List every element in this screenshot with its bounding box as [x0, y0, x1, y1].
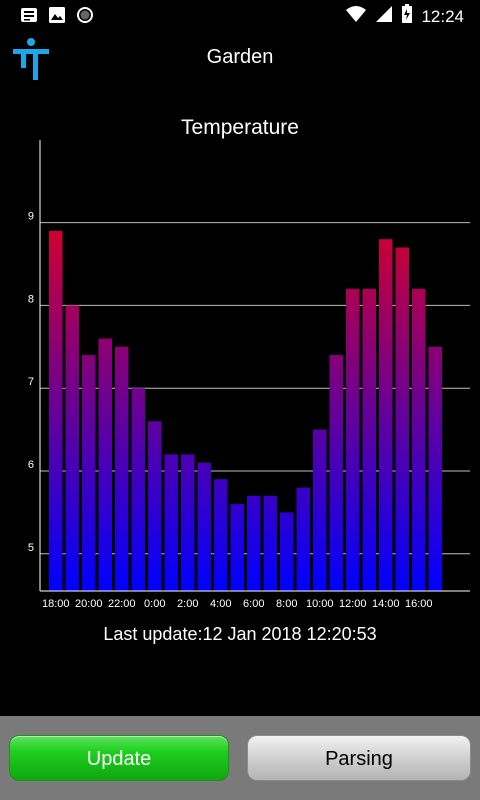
bar-23:00	[131, 388, 145, 591]
bar-9:00	[296, 487, 310, 591]
bar-15:00	[395, 247, 409, 591]
x-tick-label: 18:00	[42, 598, 70, 610]
bar-19:00	[65, 305, 79, 591]
bar-12:00	[346, 288, 360, 591]
bar-16:00	[412, 288, 426, 591]
bar-8:00	[280, 512, 294, 591]
x-tick-label: 4:00	[210, 598, 231, 610]
chart-title: Temperature	[181, 116, 299, 139]
notification-icon	[20, 6, 38, 29]
bar-20:00	[82, 355, 96, 591]
x-tick-label: 2:00	[177, 598, 198, 610]
last-update-label: Last update:	[103, 624, 203, 644]
bar-21:00	[98, 338, 112, 591]
x-tick-label: 12:00	[339, 598, 367, 610]
update-button[interactable]: Update	[9, 735, 229, 781]
signal-icon	[375, 5, 393, 28]
bar-4:00	[214, 479, 228, 591]
bar-22:00	[115, 346, 129, 591]
bar-6:00	[247, 495, 261, 591]
bar-5:00	[230, 504, 244, 591]
tools-logo-icon	[13, 36, 49, 80]
bar-18:00	[49, 230, 63, 591]
x-tick-label: 6:00	[243, 598, 264, 610]
bar-13:00	[362, 288, 376, 591]
x-tick-label: 14:00	[372, 598, 400, 610]
sync-icon	[76, 6, 94, 29]
bottom-panel: Update Parsing	[0, 716, 480, 800]
y-tick-label: 8	[28, 293, 34, 305]
x-tick-label: 8:00	[276, 598, 297, 610]
y-tick-label: 6	[28, 459, 34, 471]
bar-0:00	[148, 421, 162, 591]
status-bar: 12:24	[0, 0, 480, 30]
x-tick-label: 22:00	[108, 598, 136, 610]
y-tick-label: 5	[28, 542, 34, 554]
bar-14:00	[379, 239, 393, 591]
bar-7:00	[263, 495, 277, 591]
x-tick-label: 0:00	[144, 598, 165, 610]
last-update: Last update:12 Jan 2018 12:20:53	[0, 624, 480, 645]
status-time: 12:24	[421, 6, 464, 26]
bar-11:00	[329, 355, 343, 591]
last-update-value: 12 Jan 2018 12:20:53	[202, 624, 377, 644]
bar-10:00	[313, 429, 327, 591]
wifi-icon	[345, 5, 367, 28]
y-tick-label: 9	[28, 211, 34, 223]
battery-icon	[401, 4, 413, 29]
bar-1:00	[164, 454, 178, 591]
y-tick-label: 7	[28, 376, 34, 388]
bar-2:00	[181, 454, 195, 591]
app-title: Garden	[206, 46, 274, 68]
bar-3:00	[197, 462, 211, 591]
parsing-button[interactable]: Parsing	[247, 735, 471, 781]
x-tick-label: 16:00	[405, 598, 433, 610]
x-tick-label: 20:00	[75, 598, 103, 610]
bar-17:00	[428, 346, 442, 591]
app-bar: Garden	[0, 30, 480, 86]
image-icon	[48, 6, 66, 29]
temperature-chart: 5 6 7 8 9 18:00 20:00 22:00 0:00 2:00 4:00 6:00 8:00…	[28, 140, 470, 610]
x-tick-label: 10:00	[306, 598, 334, 610]
